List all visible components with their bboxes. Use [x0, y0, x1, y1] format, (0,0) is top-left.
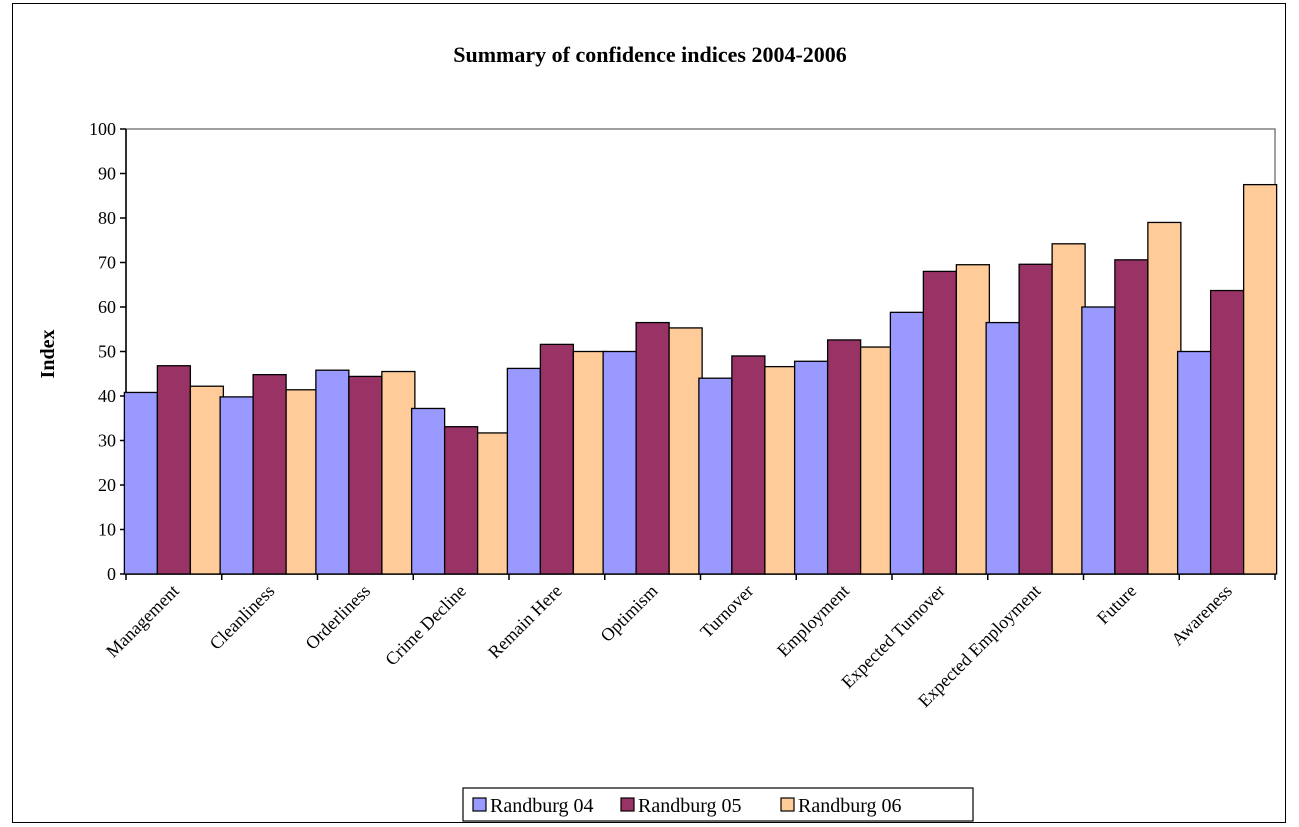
bar[interactable]: [764, 365, 799, 575]
x-tick-label: Expected Turnover: [837, 581, 948, 692]
x-tick-label: Management: [102, 581, 183, 662]
bar[interactable]: [1081, 306, 1116, 575]
bar[interactable]: [443, 426, 479, 575]
x-tick-label: Awareness: [1167, 581, 1236, 650]
bar[interactable]: [731, 355, 766, 575]
y-tick-label: 20: [98, 475, 116, 495]
bar[interactable]: [1114, 259, 1149, 575]
chart-frame: Summary of confidence indices 2004-2006 …: [12, 3, 1286, 823]
legend-label: Randburg 05: [638, 795, 742, 817]
y-tick-label: 10: [98, 520, 116, 540]
bar[interactable]: [922, 270, 958, 575]
x-tick-label: Cleanliness: [206, 581, 279, 654]
bar[interactable]: [539, 343, 575, 575]
y-tick-label: 100: [89, 119, 116, 139]
y-tick-label: 30: [98, 431, 116, 451]
bar[interactable]: [859, 346, 895, 575]
bar[interactable]: [1051, 243, 1086, 575]
x-tick-label: Future: [1093, 581, 1140, 628]
bar[interactable]: [889, 311, 925, 575]
y-tick-label: 0: [107, 564, 116, 584]
legend-label: Randburg 04: [490, 795, 594, 817]
legend-label: Randburg 06: [798, 795, 902, 817]
x-tick-label: Orderliness: [301, 581, 374, 654]
legend-box: [462, 787, 974, 822]
chart-title: Summary of confidence indices 2004-2006: [453, 42, 847, 67]
bar[interactable]: [315, 369, 350, 575]
bar[interactable]: [635, 321, 670, 575]
y-tick-label: 70: [98, 253, 116, 273]
bar[interactable]: [156, 365, 192, 575]
bar[interactable]: [572, 350, 608, 575]
bar[interactable]: [410, 407, 446, 575]
bar[interactable]: [219, 396, 254, 575]
bar[interactable]: [1176, 350, 1212, 575]
bar[interactable]: [955, 264, 991, 575]
x-tick-label: Employment: [773, 581, 853, 661]
bar[interactable]: [1018, 263, 1053, 575]
chart-canvas: Summary of confidence indices 2004-2006 …: [37, 42, 1278, 822]
y-tick-label: 60: [98, 297, 116, 317]
bar[interactable]: [189, 385, 225, 575]
y-tick-label: 90: [98, 164, 116, 184]
y-axis-title: Index: [37, 330, 59, 379]
x-tick-label: Optimism: [596, 581, 661, 646]
legend-swatch: [472, 797, 487, 812]
x-tick-label: Crime Decline: [381, 581, 470, 670]
bar[interactable]: [1242, 183, 1278, 575]
bar[interactable]: [348, 375, 383, 575]
bar[interactable]: [826, 339, 862, 575]
bar[interactable]: [476, 432, 512, 575]
legend: Randburg 04 Randburg 05 Randburg 06: [462, 787, 974, 822]
x-tick-label: Turnover: [696, 581, 757, 642]
bar[interactable]: [602, 350, 637, 575]
bar[interactable]: [668, 327, 703, 575]
x-tick-label: Remain Here: [484, 581, 566, 663]
bar[interactable]: [1147, 221, 1182, 575]
bar[interactable]: [252, 373, 287, 575]
bar[interactable]: [381, 370, 416, 575]
bar[interactable]: [123, 391, 159, 575]
legend-swatch: [620, 797, 635, 812]
bar[interactable]: [1209, 289, 1245, 575]
bar[interactable]: [506, 367, 542, 575]
y-tick-label: 50: [98, 342, 116, 362]
plot-area: 0 10 20 30 40 50 60 70 80 90 100 Management Cleanlin…: [89, 119, 1278, 711]
bar[interactable]: [698, 377, 733, 575]
y-tick-label: 80: [98, 208, 116, 228]
bar[interactable]: [793, 360, 829, 575]
bar[interactable]: [985, 321, 1020, 575]
y-tick-label: 40: [98, 386, 116, 406]
bar[interactable]: [285, 389, 320, 575]
legend-swatch: [780, 797, 795, 812]
